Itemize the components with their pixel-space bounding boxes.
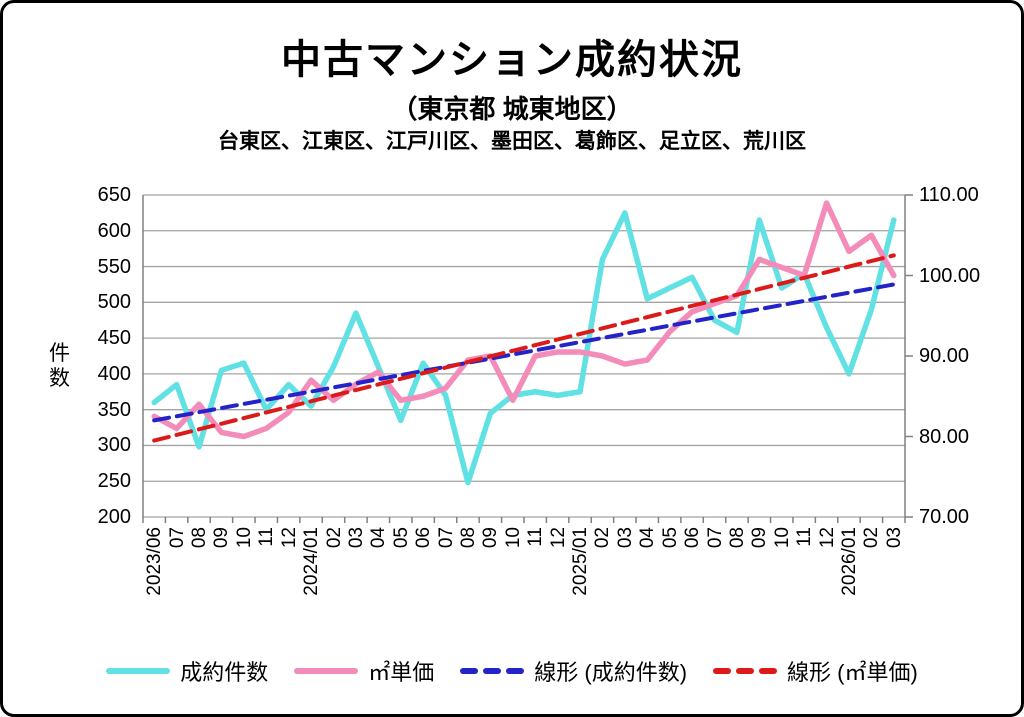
- x-axis-tick-label: 09: [749, 527, 771, 549]
- left-axis-tick-label: 250: [97, 470, 131, 493]
- x-axis-tick-label: 09: [480, 527, 502, 549]
- left-axis-tick-label: 450: [97, 327, 131, 350]
- left-axis-tick-label: 200: [97, 506, 131, 528]
- line-icon: [106, 668, 171, 674]
- left-axis-tick-label: 350: [97, 398, 131, 421]
- x-axis-tick-label: 2026/01: [838, 527, 860, 596]
- legend-color-segment: [460, 668, 479, 674]
- legend-color-segment: [736, 668, 755, 674]
- x-axis-tick-label: 09: [211, 527, 233, 549]
- data-line: [151, 200, 897, 440]
- x-axis-tick-label: 07: [704, 527, 726, 549]
- x-axis-tick-label: 2023/06: [144, 527, 166, 596]
- x-axis-tick-label: 2025/01: [570, 527, 592, 596]
- line-icon: [294, 668, 359, 674]
- x-axis-tick-label: 08: [457, 527, 479, 549]
- x-axis-tick-label: 04: [368, 527, 390, 549]
- x-axis-tick-label: 10: [502, 527, 524, 549]
- x-axis-tick-label: 03: [345, 527, 367, 549]
- trend-line: [152, 253, 896, 443]
- x-axis-tick-label: 06: [682, 527, 704, 549]
- left-axis-tick-label: 300: [97, 434, 131, 457]
- legend-item: ㎡単価: [294, 655, 434, 687]
- x-axis-tick-label: 05: [659, 527, 681, 549]
- right-axis-tick-label: 100.00: [919, 264, 981, 287]
- legend-label: 成約件数: [180, 660, 269, 685]
- x-axis-tick-label: 12: [547, 527, 569, 549]
- legend-color-segment: [713, 668, 732, 674]
- dashed-line-icon: [713, 668, 778, 674]
- x-axis-tick-label: 06: [413, 527, 435, 549]
- x-axis-tick-label: 11: [525, 527, 547, 547]
- x-axis-tick-label: 10: [771, 527, 793, 549]
- legend-color-segment: [759, 668, 778, 674]
- left-axis-tick-label: 650: [97, 184, 131, 206]
- x-axis-tick-label: 11: [256, 527, 278, 547]
- right-axis-tick-label: 90.00: [919, 345, 970, 367]
- x-axis-tick-label: 11: [794, 527, 816, 547]
- legend-color-segment: [483, 668, 502, 674]
- x-axis-tick-label: 04: [637, 527, 659, 549]
- x-axis-tick-label: 05: [390, 527, 412, 549]
- legend-color-segment: [106, 668, 171, 674]
- right-axis-tick-label: 110.00: [919, 184, 979, 206]
- left-axis-tick-label: 600: [97, 219, 131, 242]
- page-title: 中古マンション成約状況: [281, 38, 743, 82]
- legend-label: 線形 (成約件数): [534, 660, 688, 685]
- line-chart-plot: [142, 194, 913, 523]
- x-axis-tick-label: 08: [189, 527, 211, 549]
- chart-subtitle: （東京都 城東地区）: [391, 94, 633, 124]
- x-axis-tick-label: 10: [233, 527, 255, 549]
- legend-color-segment: [294, 668, 359, 674]
- legend-item: 線形 (㎡単価): [713, 655, 918, 687]
- left-axis-tick-label: 550: [97, 255, 131, 278]
- dashed-line-icon: [460, 668, 525, 674]
- x-axis-tick-label: 12: [816, 527, 838, 549]
- trend-line: [152, 282, 896, 423]
- x-axis-tick-label: 03: [614, 527, 636, 549]
- x-axis-tick-label: 08: [726, 527, 748, 549]
- left-axis-tick-label: 500: [97, 291, 131, 314]
- left-axis-tick-label: 400: [97, 362, 131, 385]
- x-axis-tick-label: 02: [323, 527, 345, 549]
- legend-color-segment: [506, 668, 525, 674]
- x-axis-tick-label: 07: [166, 527, 188, 549]
- legend-label: 線形 (㎡単価): [787, 660, 918, 685]
- x-axis-tick-label: 02: [861, 527, 883, 549]
- right-axis-tick-label: 70.00: [919, 506, 970, 528]
- legend-label: ㎡単価: [368, 660, 435, 685]
- x-axis-tick-label: 02: [592, 527, 614, 549]
- left-axis-title: 件 数: [49, 342, 70, 390]
- x-axis-tick-label: 12: [278, 527, 300, 549]
- legend-item: 成約件数: [106, 655, 268, 687]
- x-axis-tick-label: 03: [883, 527, 905, 549]
- chart-legend: 成約件数 ㎡単価 線形 (成約件数) 線形 (㎡単価): [3, 655, 1021, 687]
- right-axis-tick-label: 80.00: [919, 425, 970, 448]
- legend-item: 線形 (成約件数): [460, 655, 687, 687]
- x-axis-tick-label: 2024/01: [301, 527, 323, 596]
- district-list: 台東区、江東区、江戸川区、墨田区、葛飾区、足立区、荒川区: [218, 130, 806, 153]
- x-axis-tick-label: 07: [435, 527, 457, 549]
